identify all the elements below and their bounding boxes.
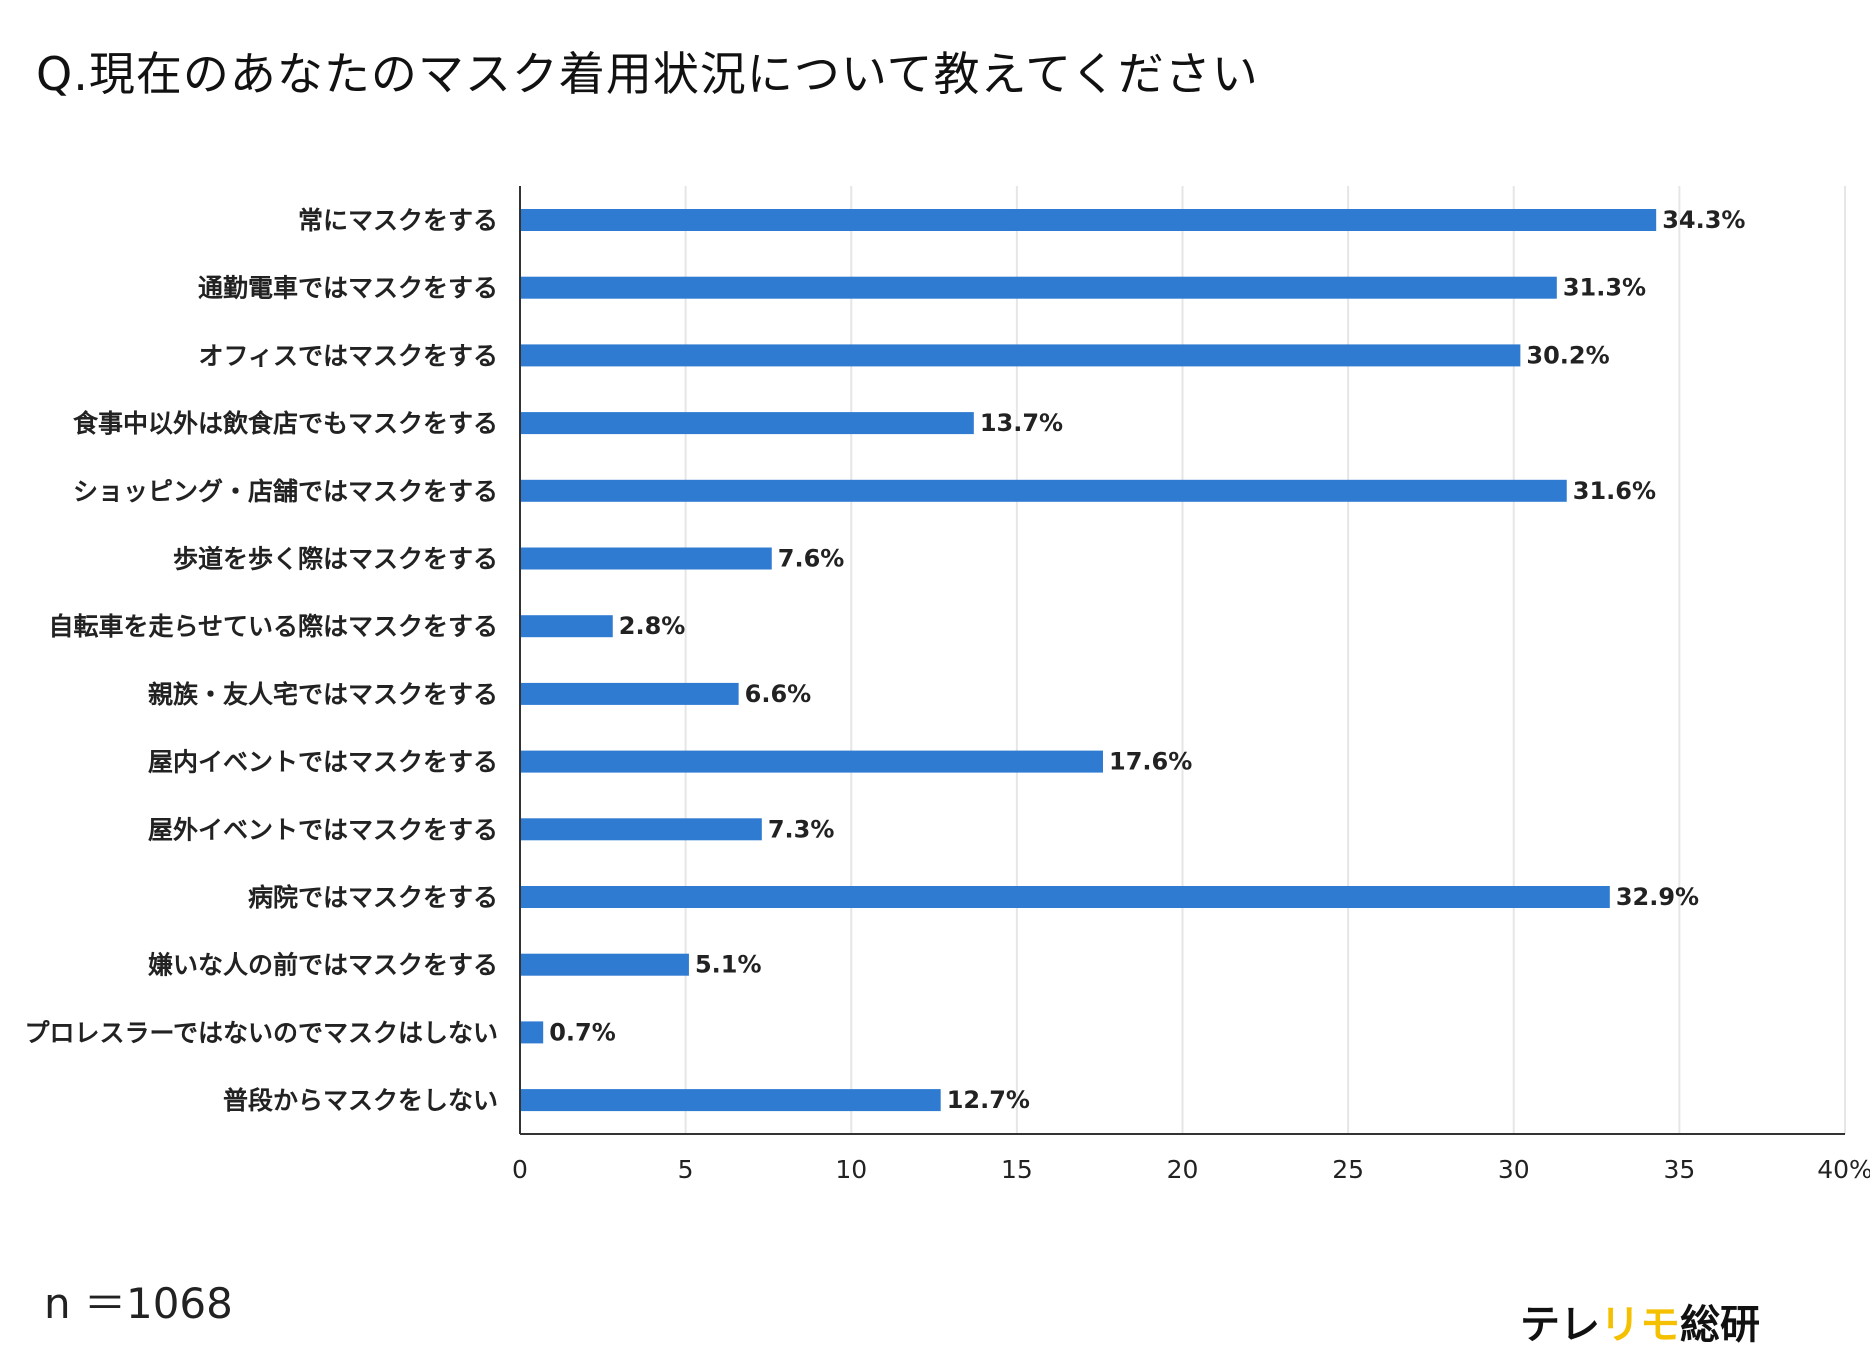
category-label: 常にマスクをする: [298, 206, 498, 235]
value-label: 13.7%: [980, 409, 1063, 437]
value-label: 7.6%: [778, 545, 845, 573]
brand-logo: テレリモ総研: [1520, 1292, 1760, 1350]
category-label: プロレスラーではないのでマスクはしない: [24, 1018, 498, 1047]
bars: [520, 209, 1657, 1112]
value-label: 7.3%: [768, 815, 835, 843]
x-tick-label: 5: [678, 1155, 694, 1184]
x-tick-label: 0: [512, 1155, 528, 1184]
bar: [520, 1021, 544, 1044]
x-tick-label: 20: [1167, 1155, 1199, 1184]
x-tick-label: 15: [1001, 1155, 1033, 1184]
value-label: 32.9%: [1616, 883, 1699, 911]
value-label: 34.3%: [1662, 206, 1745, 234]
brand-logo-part3: 総研: [1680, 1302, 1760, 1348]
x-tick-label: 10: [835, 1155, 867, 1184]
value-label: 17.6%: [1109, 748, 1192, 776]
value-label: 30.2%: [1526, 341, 1609, 369]
value-label: 31.3%: [1563, 274, 1646, 302]
bar: [520, 886, 1610, 908]
bar: [520, 276, 1557, 299]
value-label: 0.7%: [549, 1018, 616, 1046]
category-label: オフィスではマスクをする: [198, 341, 498, 370]
brand-logo-part1: テレ: [1520, 1302, 1600, 1348]
bar: [520, 547, 772, 570]
bar: [520, 818, 762, 841]
value-label: 12.7%: [947, 1086, 1030, 1114]
category-label: 嫌いな人の前ではマスクをする: [148, 951, 498, 980]
grid-lines: [684, 186, 1846, 1134]
bar: [520, 750, 1103, 773]
bar: [520, 344, 1521, 367]
bar: [520, 1089, 941, 1112]
value-label: 6.6%: [745, 680, 812, 708]
category-label: 通勤電車ではマスクをする: [198, 274, 498, 303]
axes: [519, 186, 1845, 1135]
page-title: Q.現在のあなたのマスク着用状況について教えてください: [36, 47, 1259, 101]
x-tick-label: 40%: [1817, 1155, 1870, 1184]
category-label: 自転車を走らせている際はマスクをする: [48, 612, 498, 641]
category-label: ショッピング・店舗ではマスクをする: [73, 477, 498, 506]
category-label: 病院ではマスクをする: [248, 883, 498, 912]
bar: [520, 412, 974, 435]
value-label: 5.1%: [695, 951, 762, 979]
bar: [520, 209, 1657, 231]
value-label: 2.8%: [619, 612, 686, 640]
category-label: 親族・友人宅ではマスクをする: [148, 680, 498, 709]
bar: [520, 953, 689, 976]
value-label: 31.6%: [1573, 477, 1656, 505]
x-tick-label: 35: [1663, 1155, 1695, 1184]
category-label: 歩道を歩く際はマスクをする: [173, 545, 498, 574]
category-label: 屋外イベントではマスクをする: [148, 815, 498, 844]
bar: [520, 682, 739, 705]
category-label: 普段からマスクをしない: [223, 1086, 498, 1115]
category-label: 屋内イベントではマスクをする: [148, 748, 498, 777]
labels: 0 5 10 15 20 25 30 35 40% 常にマスクをする 34.3% 通勤電車ではマスクを…: [24, 206, 1870, 1184]
bar: [520, 615, 613, 638]
sample-size: n ＝1068: [44, 1279, 233, 1328]
x-tick-label: 30: [1498, 1155, 1530, 1184]
category-label: 食事中以外は飲食店でもマスクをする: [73, 409, 498, 438]
brand-logo-part2: リモ: [1600, 1302, 1680, 1348]
x-tick-label: 25: [1332, 1155, 1364, 1184]
bar: [520, 479, 1567, 502]
